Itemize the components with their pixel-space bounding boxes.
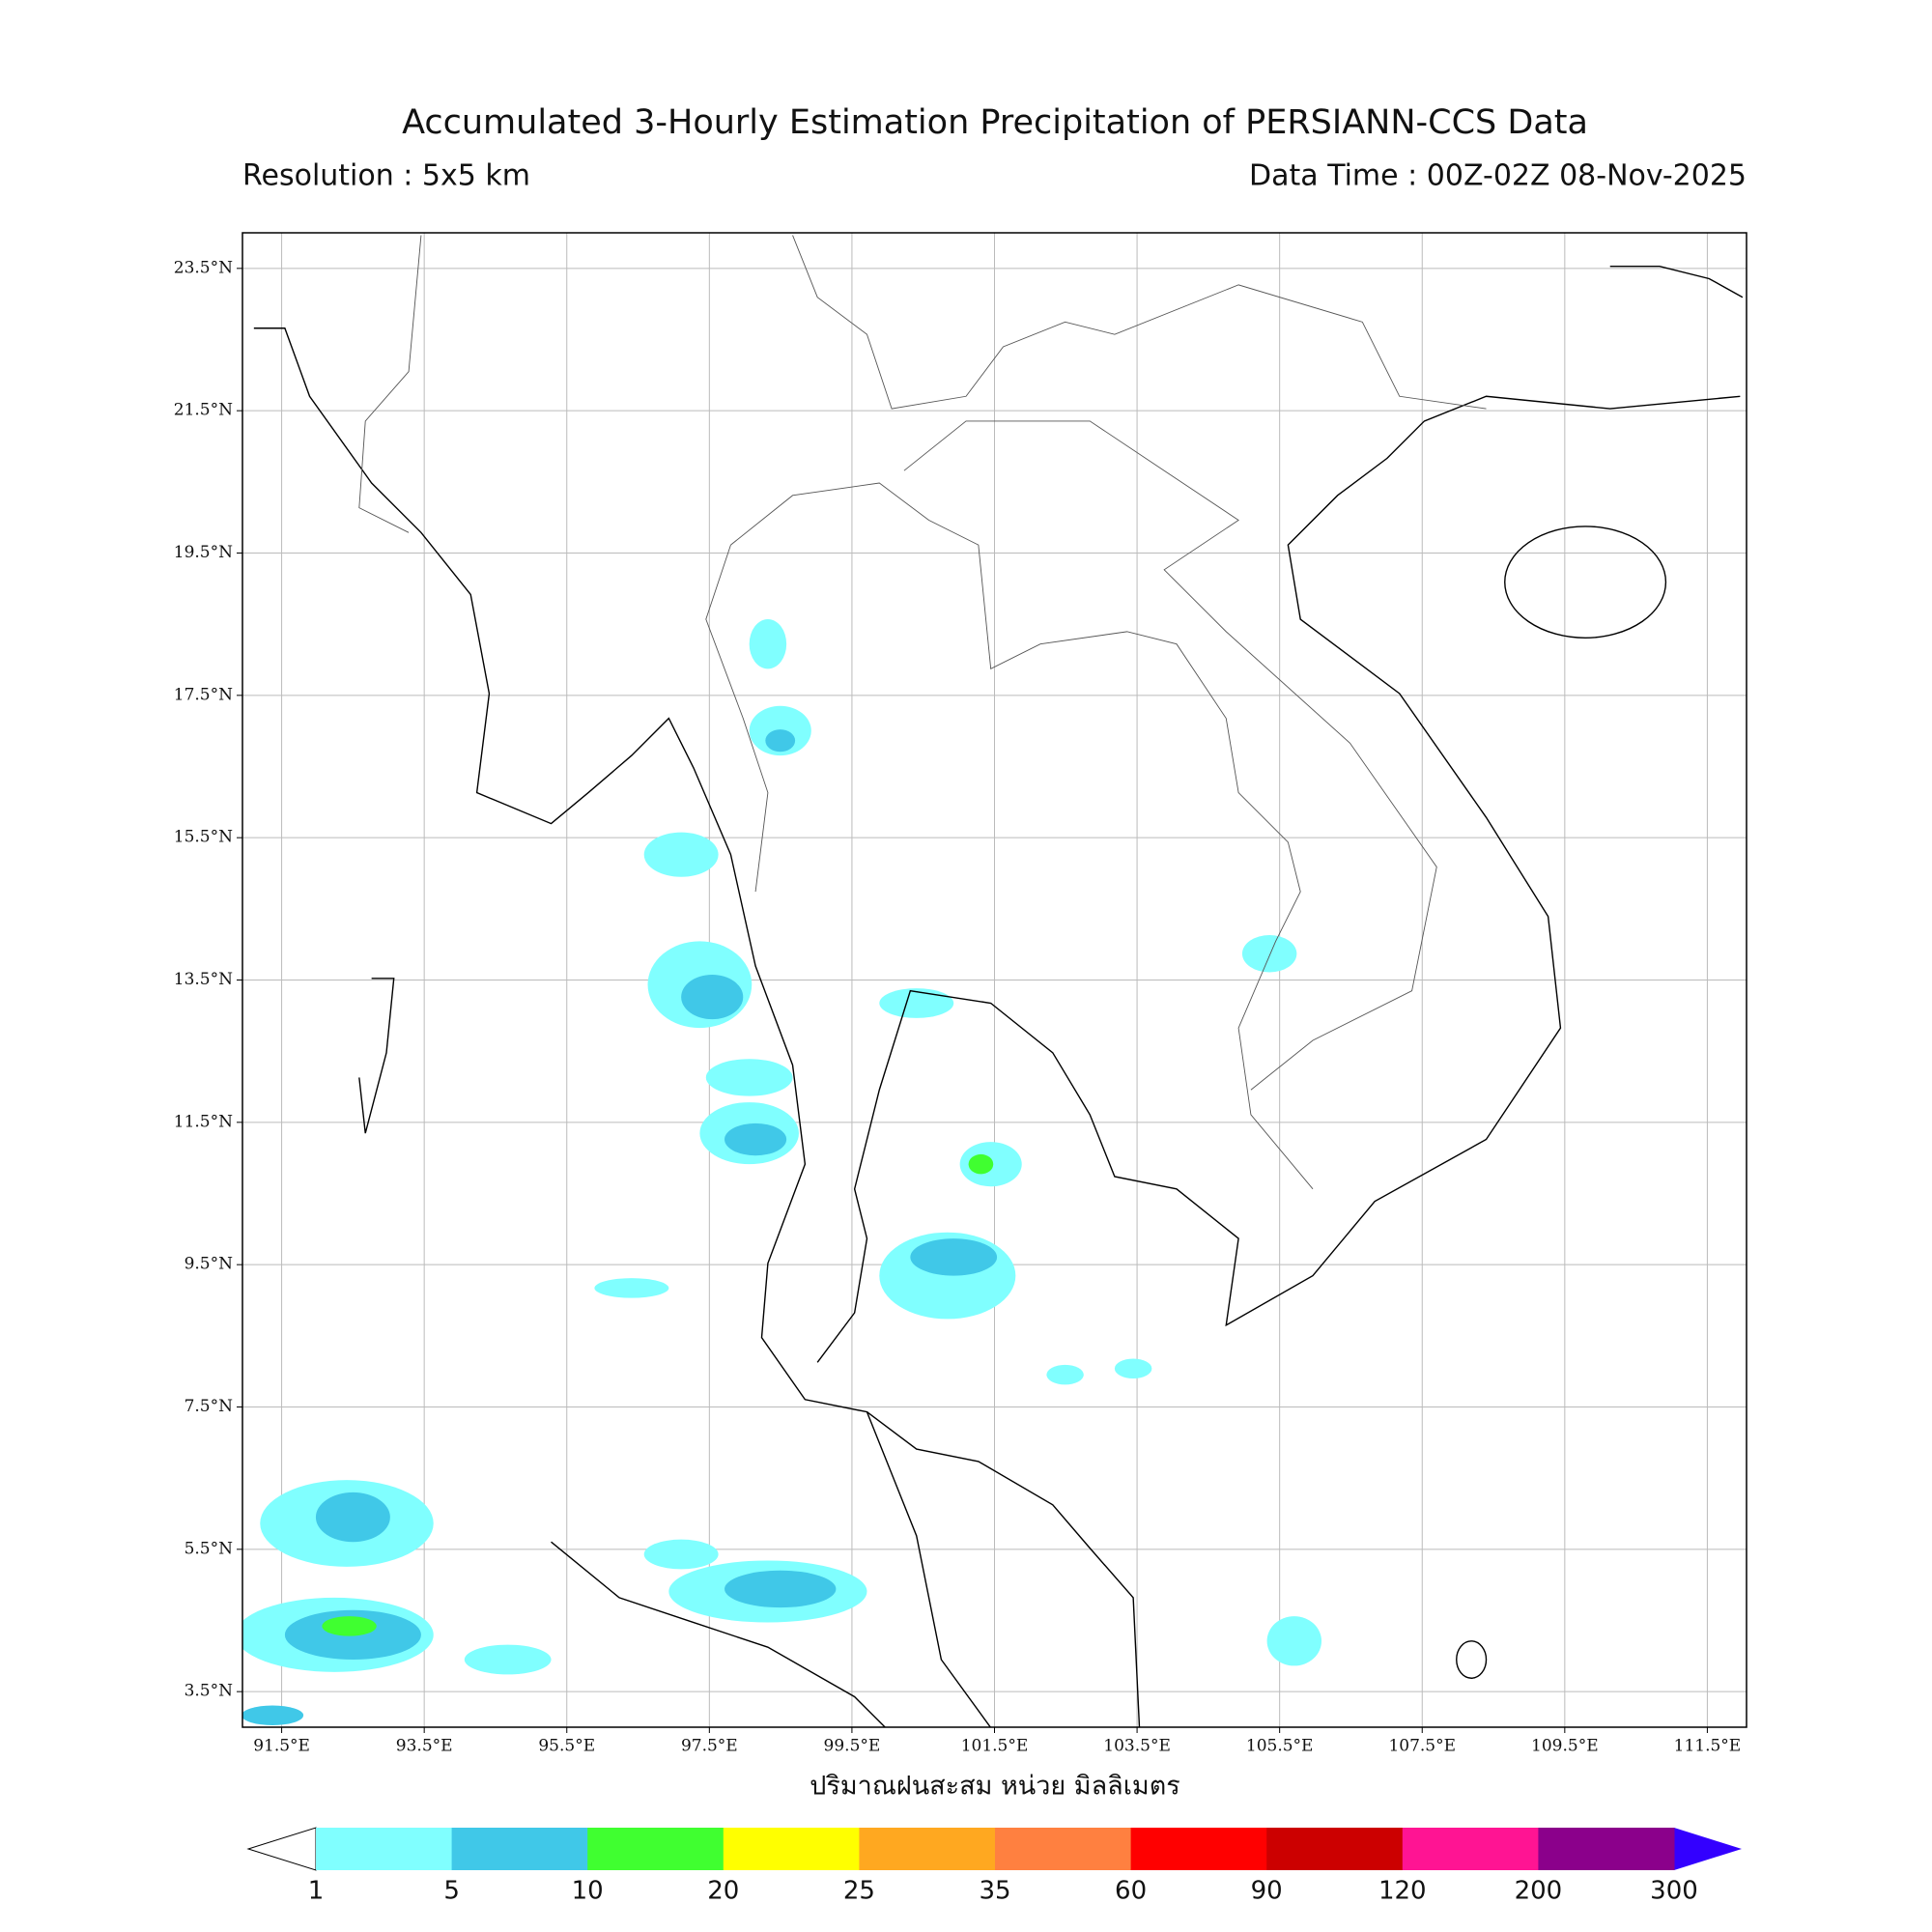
colorbar-label: 1 — [308, 1877, 325, 1906]
colorbar-label: 120 — [1378, 1877, 1427, 1906]
colorbar-segment — [1402, 1828, 1539, 1870]
x-tick-label: 105.5°E — [1246, 1737, 1314, 1756]
colorbar-under — [246, 1827, 317, 1871]
colorbar-label: 25 — [843, 1877, 875, 1906]
precipitation — [242, 619, 1322, 1725]
colorbar-segment — [1538, 1828, 1675, 1870]
colorbar-segment — [1130, 1828, 1267, 1870]
y-tick-label: 11.5°N — [174, 1112, 233, 1131]
colorbar-segment — [451, 1828, 588, 1870]
x-tick-label: 91.5°E — [253, 1737, 310, 1756]
x-axis-label: ปริมาณฝนสะสม หน่วย มิลลิเมตร — [810, 1772, 1180, 1802]
x-tick-label: 95.5°E — [538, 1737, 595, 1756]
colorbar-label: 200 — [1515, 1877, 1563, 1906]
colorbar-over — [1674, 1828, 1742, 1870]
colorbar-segment — [995, 1828, 1132, 1870]
colorbar-label: 35 — [979, 1877, 1010, 1906]
data-time: Data Time : 00Z-02Z 08-Nov-2025 — [1249, 159, 1747, 193]
x-tick-label: 111.5°E — [1674, 1737, 1742, 1756]
colorbar-label: 60 — [1115, 1877, 1147, 1906]
x-tick-label: 93.5°E — [396, 1737, 453, 1756]
resolution: Resolution : 5x5 km — [242, 159, 530, 193]
colorbar-segment — [723, 1828, 860, 1870]
colorbar-label: 90 — [1251, 1877, 1283, 1906]
colorbar-segment — [316, 1828, 453, 1870]
map-layer — [242, 236, 1743, 1734]
x-tick-label: 103.5°E — [1103, 1737, 1171, 1756]
y-tick-label: 15.5°N — [174, 828, 233, 847]
y-tick-label: 17.5°N — [174, 685, 233, 704]
x-tick-label: 101.5°E — [961, 1737, 1029, 1756]
x-tick-label: 107.5°E — [1388, 1737, 1456, 1756]
y-tick-label: 3.5°N — [185, 1682, 234, 1701]
colorbar-label: 300 — [1650, 1877, 1698, 1906]
map-decor — [242, 236, 1743, 1734]
y-tick-label: 23.5°N — [174, 258, 233, 277]
colorbar-segment — [587, 1828, 724, 1870]
grid — [242, 233, 1747, 1727]
x-tick-label: 109.5°E — [1531, 1737, 1599, 1756]
colorbar-segment — [859, 1828, 996, 1870]
y-tick-label: 19.5°N — [174, 543, 233, 562]
colorbar-label: 5 — [443, 1877, 460, 1906]
y-tick-label: 5.5°N — [185, 1539, 234, 1558]
y-tick-label: 21.5°N — [174, 401, 233, 420]
colorbar-segment — [1266, 1828, 1404, 1870]
x-tick-label: 97.5°E — [681, 1737, 738, 1756]
y-tick-label: 13.5°N — [174, 970, 233, 989]
colorbar: 1 5 10 20 25 35 60 90 120 200 300 — [246, 1827, 1742, 1906]
x-tick-label: 99.5°E — [824, 1737, 881, 1756]
y-tick-label: 9.5°N — [185, 1255, 234, 1274]
map-title: Accumulated 3-Hourly Estimation Precipit… — [402, 103, 1588, 142]
y-tick-label: 7.5°N — [185, 1397, 234, 1416]
colorbar-label: 10 — [572, 1877, 604, 1906]
colorbar-label: 20 — [707, 1877, 739, 1906]
